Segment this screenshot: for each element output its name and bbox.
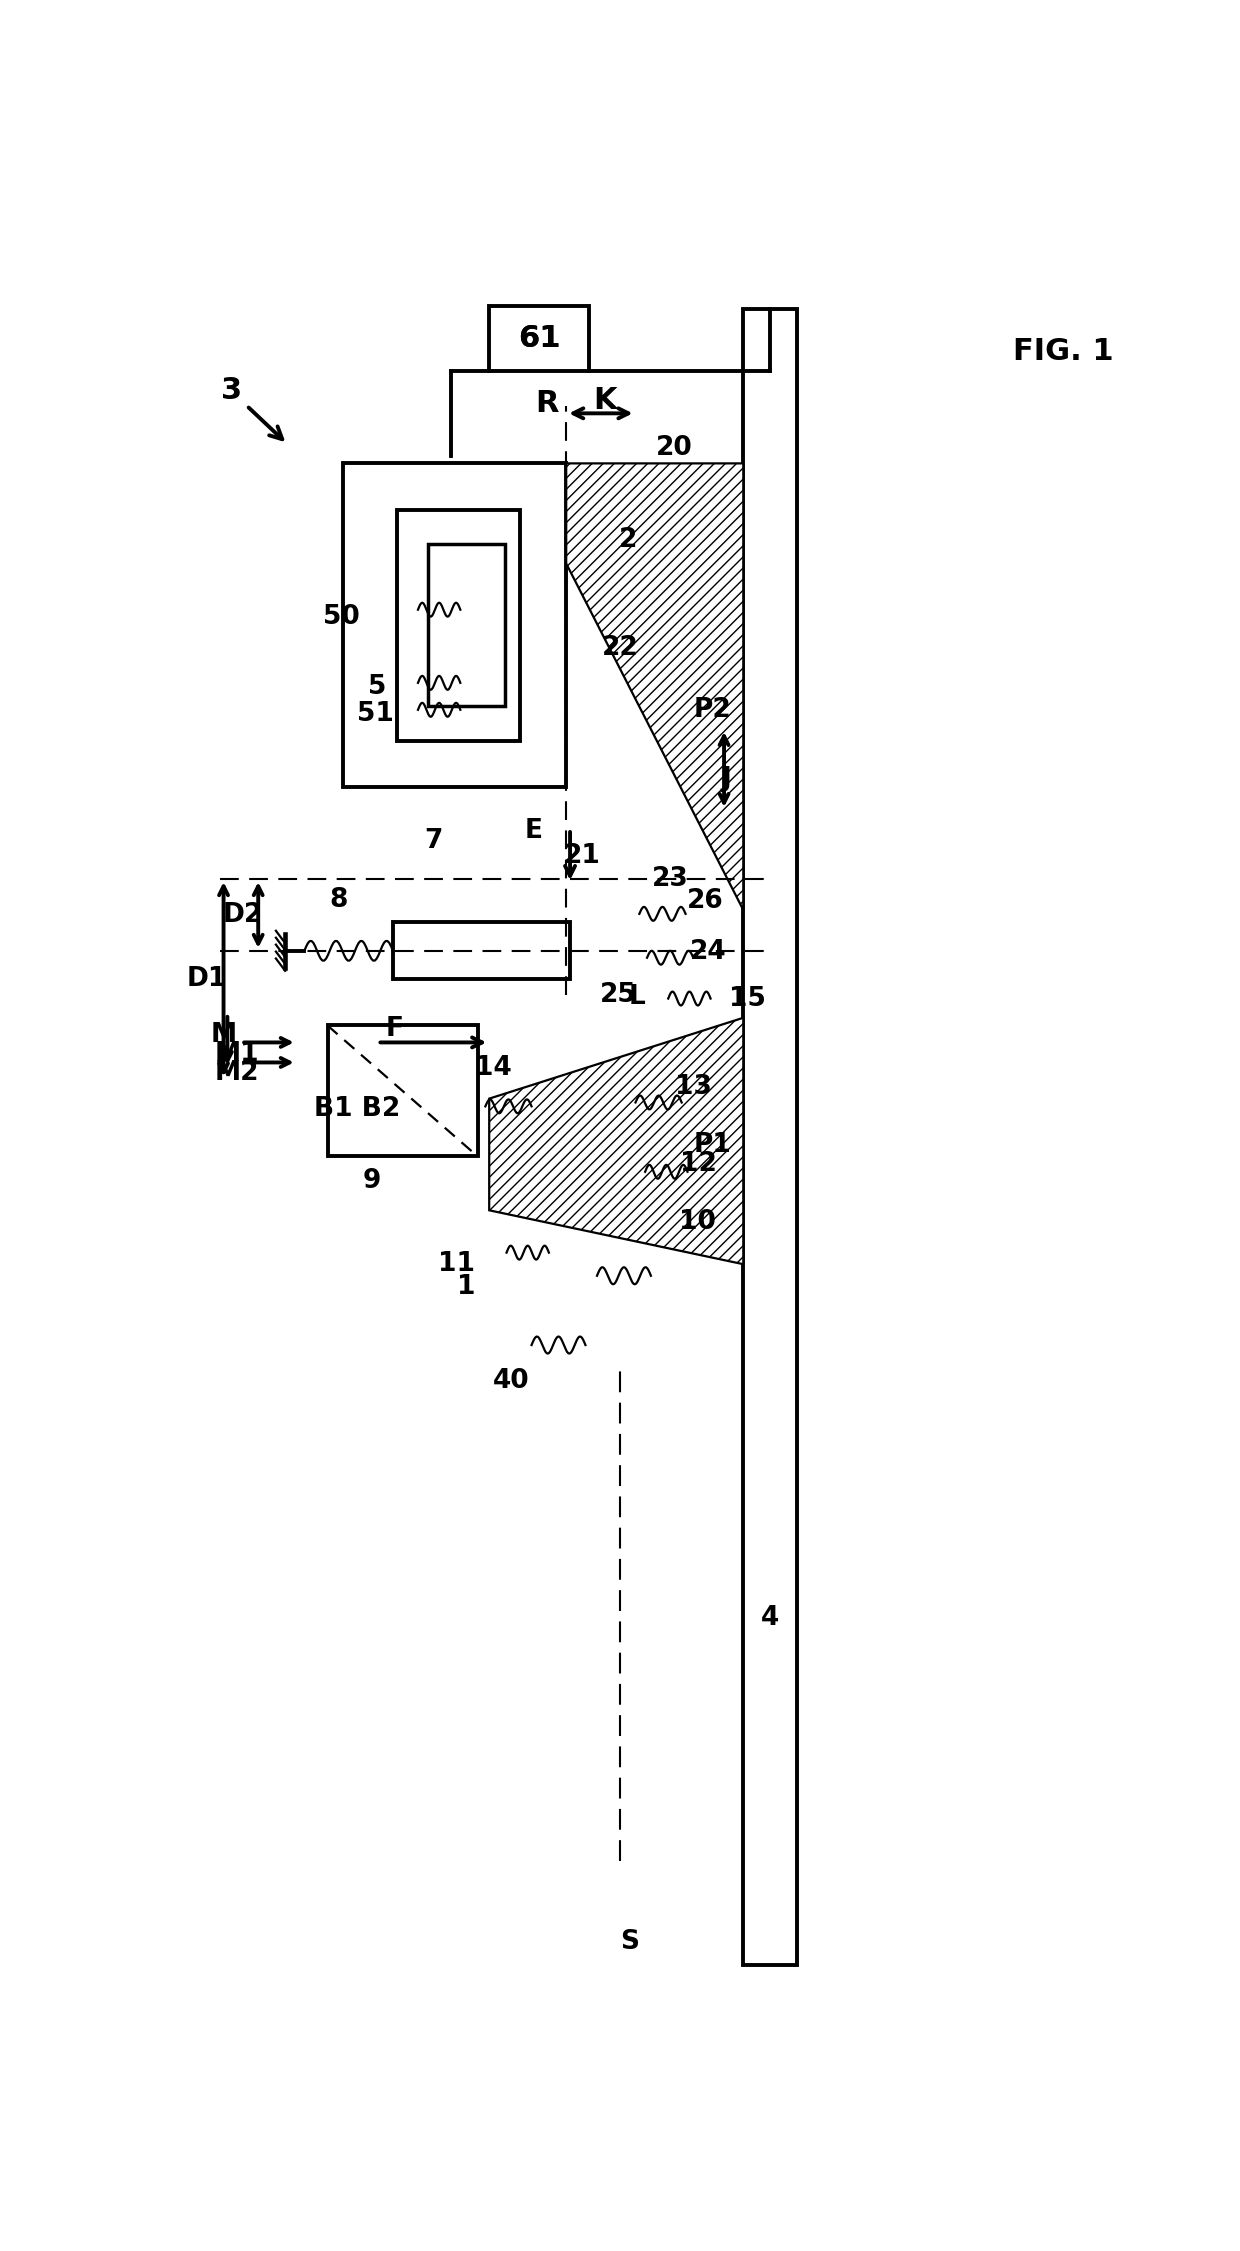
Text: J: J bbox=[722, 765, 732, 792]
Text: E: E bbox=[525, 819, 543, 844]
Polygon shape bbox=[567, 464, 743, 909]
Text: 3: 3 bbox=[221, 376, 242, 405]
Bar bbox=[343, 464, 567, 788]
Text: 25: 25 bbox=[600, 981, 637, 1008]
Text: 13: 13 bbox=[675, 1074, 712, 1101]
Bar bbox=[397, 509, 520, 741]
Text: S: S bbox=[620, 1929, 640, 1954]
Text: FIG. 1: FIG. 1 bbox=[1013, 338, 1114, 367]
Text: F: F bbox=[386, 1017, 403, 1042]
Text: 22: 22 bbox=[601, 635, 639, 662]
Text: 20: 20 bbox=[656, 434, 692, 461]
Text: 24: 24 bbox=[691, 939, 727, 966]
Text: 51: 51 bbox=[357, 700, 393, 727]
Bar bbox=[327, 1026, 477, 1157]
Text: 7: 7 bbox=[424, 828, 443, 853]
Polygon shape bbox=[490, 1017, 743, 1265]
Text: 26: 26 bbox=[687, 887, 723, 914]
Text: 23: 23 bbox=[652, 867, 688, 891]
Bar bbox=[393, 921, 570, 979]
Text: 40: 40 bbox=[492, 1369, 529, 1393]
Text: 61: 61 bbox=[518, 324, 560, 353]
Text: P1: P1 bbox=[693, 1132, 732, 1157]
Text: D1: D1 bbox=[186, 966, 227, 993]
Text: 21: 21 bbox=[564, 844, 601, 869]
Text: 2: 2 bbox=[619, 527, 637, 554]
Text: 1: 1 bbox=[456, 1274, 475, 1301]
Text: 14: 14 bbox=[475, 1056, 511, 1080]
Text: M: M bbox=[211, 1022, 237, 1047]
Text: M1: M1 bbox=[215, 1040, 259, 1067]
Text: 61: 61 bbox=[518, 324, 560, 353]
Text: 15: 15 bbox=[729, 986, 765, 1011]
Text: 8: 8 bbox=[330, 887, 348, 914]
Text: D2: D2 bbox=[223, 903, 263, 927]
Text: 12: 12 bbox=[681, 1150, 717, 1177]
Text: M2: M2 bbox=[215, 1060, 259, 1087]
Text: 9: 9 bbox=[363, 1168, 382, 1193]
Bar bbox=[743, 308, 797, 1965]
Text: 4: 4 bbox=[761, 1605, 780, 1632]
Text: 10: 10 bbox=[678, 1209, 715, 1236]
Text: B1 B2: B1 B2 bbox=[314, 1096, 399, 1121]
Text: 50: 50 bbox=[322, 603, 360, 630]
Text: 11: 11 bbox=[439, 1252, 475, 1276]
Text: R: R bbox=[536, 389, 559, 419]
Text: K: K bbox=[593, 385, 616, 414]
Text: P2: P2 bbox=[693, 698, 732, 723]
Bar bbox=[428, 545, 505, 707]
Bar bbox=[490, 306, 589, 371]
Text: L: L bbox=[629, 984, 645, 1011]
Text: 5: 5 bbox=[368, 673, 387, 700]
